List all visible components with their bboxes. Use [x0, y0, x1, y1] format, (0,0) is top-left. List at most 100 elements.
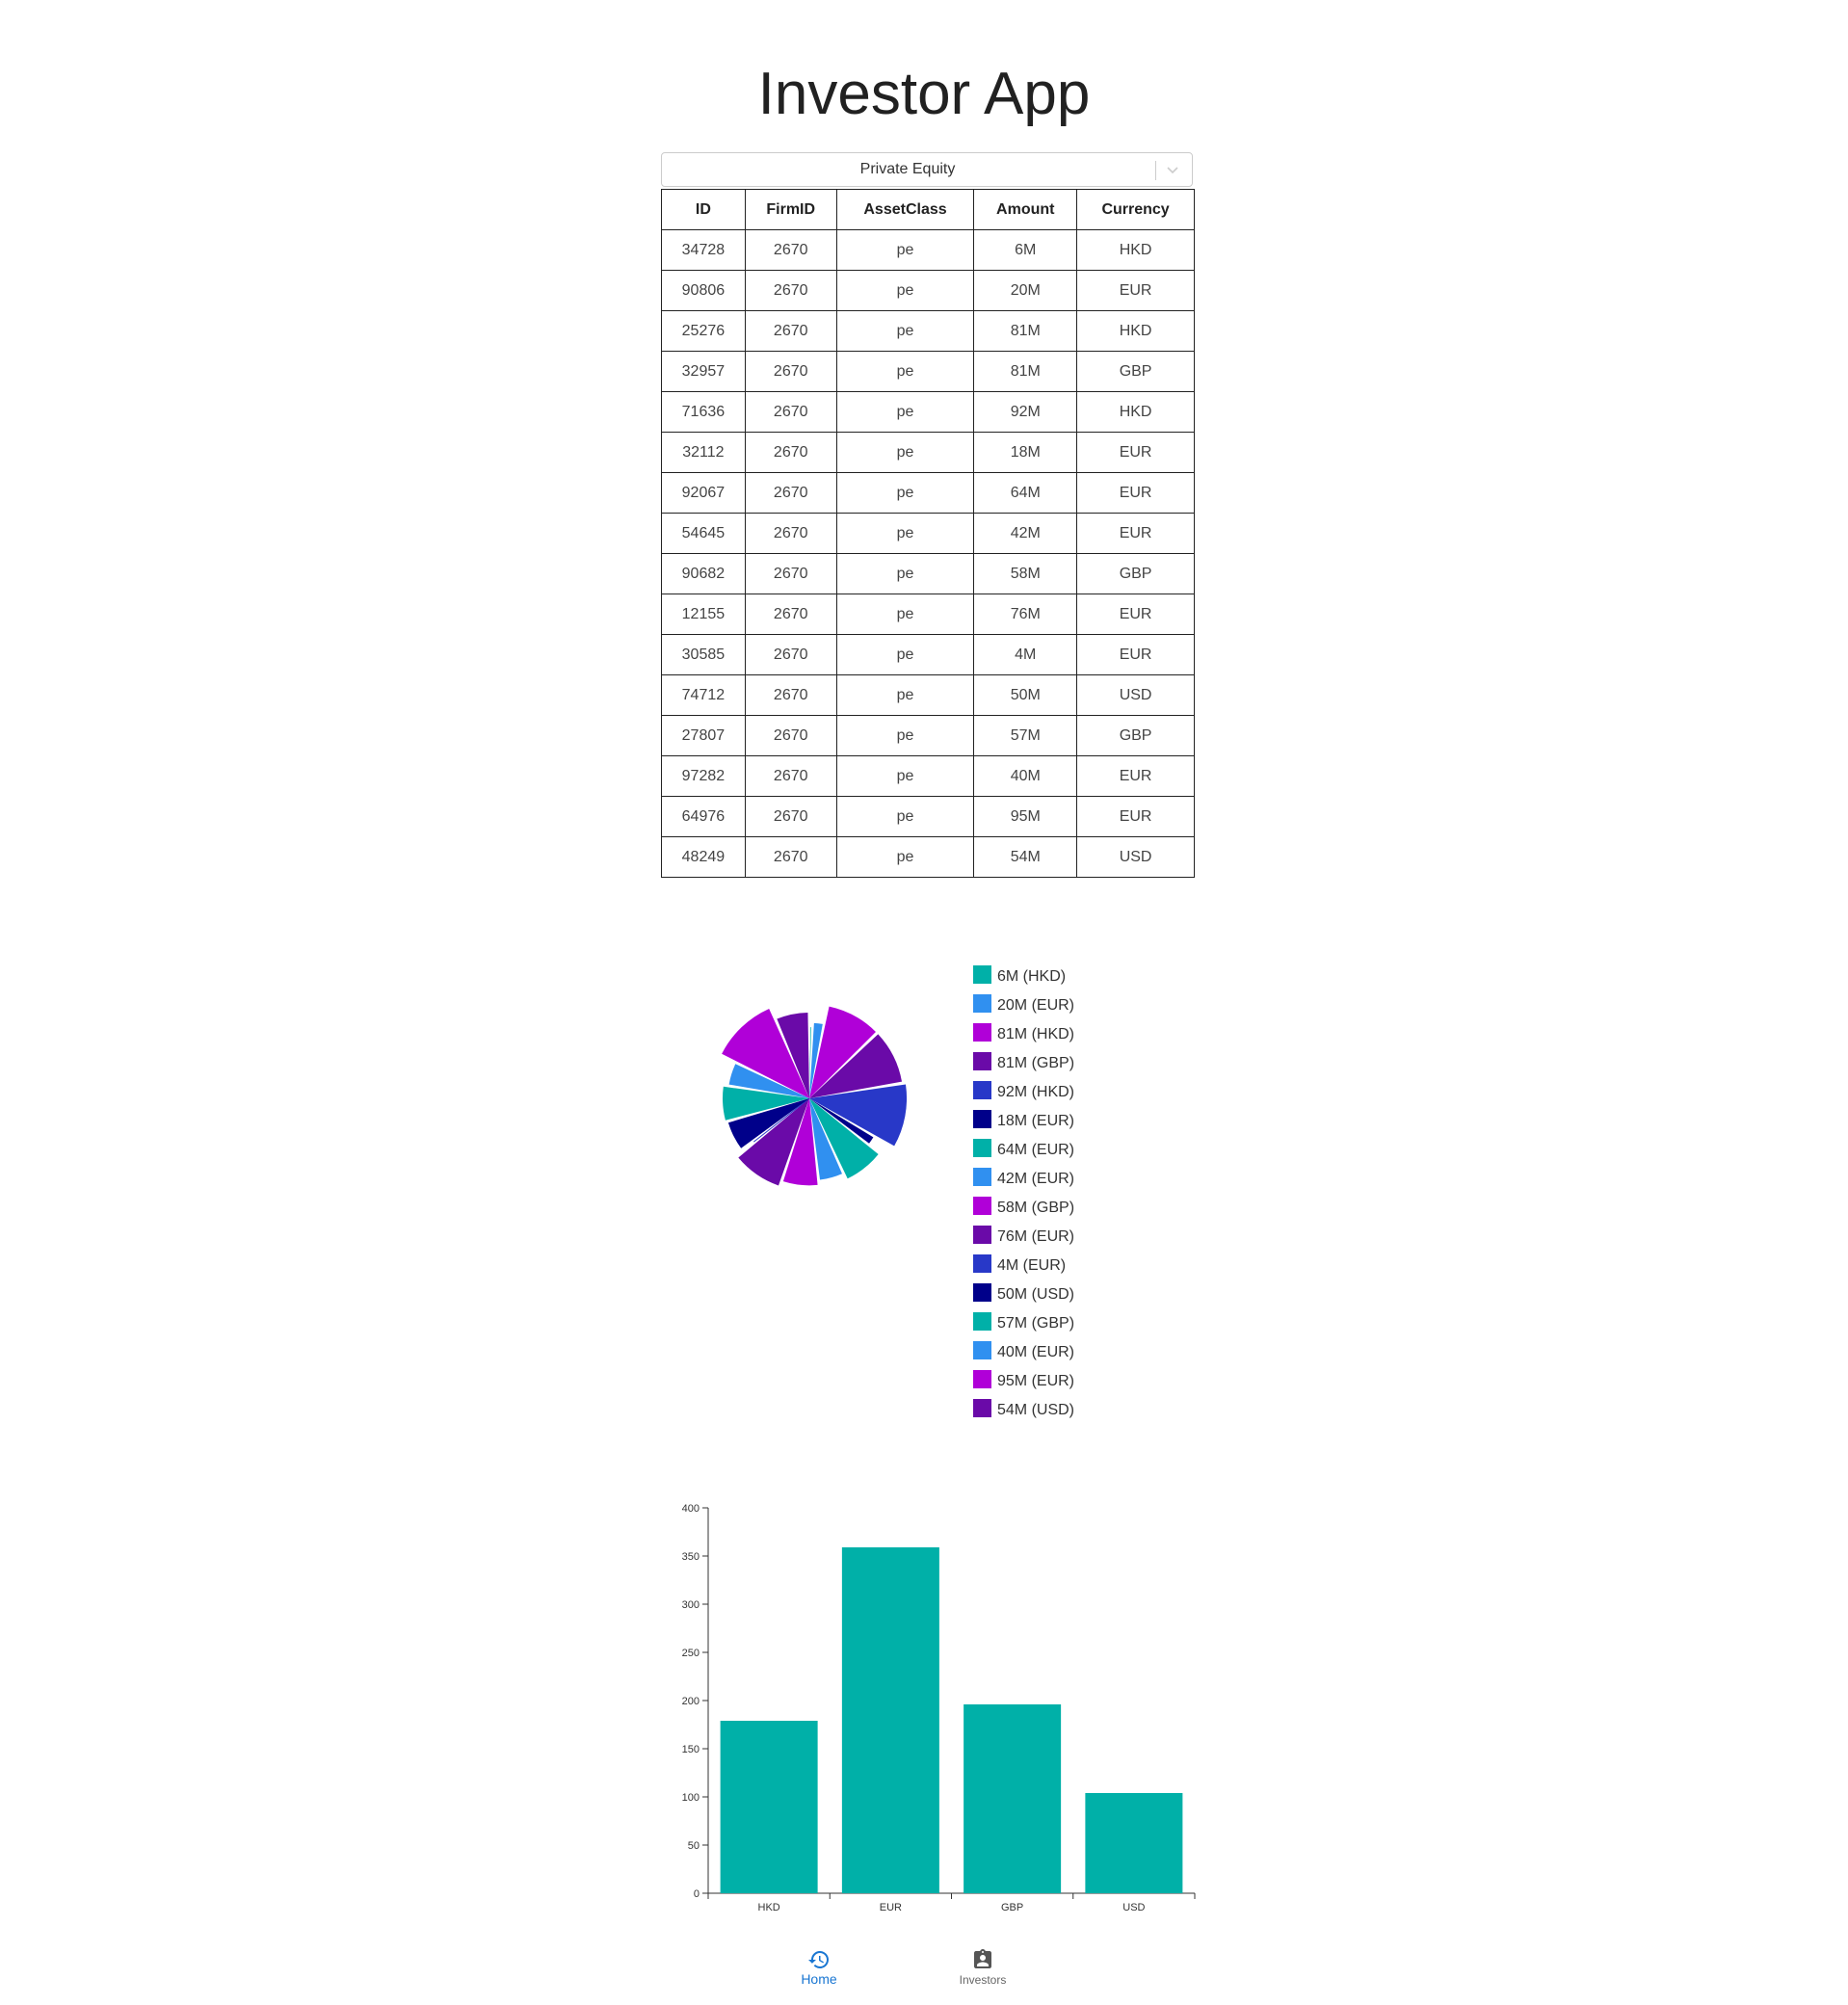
- legend-swatch: [973, 1341, 991, 1359]
- nav-home-label: Home: [801, 1971, 837, 1987]
- asset-class-select[interactable]: Private Equity: [661, 152, 1193, 187]
- table-cell: 4M: [973, 634, 1078, 675]
- legend-item: 42M (EUR): [973, 1168, 1074, 1197]
- legend-label: 40M (EUR): [997, 1344, 1075, 1360]
- legend-item: 50M (USD): [973, 1283, 1074, 1312]
- legend-swatch: [973, 1254, 991, 1273]
- y-tick-label: 50: [688, 1840, 700, 1852]
- table-cell: EUR: [1076, 594, 1195, 635]
- table-cell: pe: [835, 310, 975, 352]
- bar-eur: [841, 1547, 939, 1893]
- table-cell: 2670: [744, 391, 837, 433]
- table-cell: 12155: [661, 594, 746, 635]
- y-tick-label: 400: [682, 1503, 700, 1515]
- legend-item: 95M (EUR): [973, 1370, 1074, 1399]
- table-cell: 2670: [744, 755, 837, 797]
- pie-slice: [809, 1006, 876, 1098]
- table-cell: pe: [835, 594, 975, 635]
- table-cell: pe: [835, 391, 975, 433]
- table-cell: 92M: [973, 391, 1078, 433]
- legend-item: 54M (USD): [973, 1399, 1074, 1428]
- investments-table: ID FirmID AssetClass Amount Currency 34728 26…: [661, 189, 1195, 878]
- nav-home[interactable]: Home: [761, 1948, 877, 1987]
- table-cell: GBP: [1076, 351, 1195, 392]
- nav-investors-label: Investors: [959, 1973, 1007, 1987]
- column-header: FirmID: [744, 189, 837, 230]
- legend-label: 57M (GBP): [997, 1315, 1075, 1332]
- pie-slice: [809, 1098, 874, 1144]
- table-cell: 97282: [661, 755, 746, 797]
- amount-pie-chart: [722, 1006, 908, 1186]
- table-cell: 18M: [973, 432, 1078, 473]
- legend-item: 81M (GBP): [973, 1052, 1074, 1081]
- pie-slice: [809, 1098, 842, 1180]
- chevron-down-icon[interactable]: [1161, 157, 1184, 182]
- table-cell: 2670: [744, 674, 837, 716]
- legend-label: 81M (HKD): [997, 1026, 1075, 1042]
- table-cell: 2670: [744, 513, 837, 554]
- table-cell: EUR: [1076, 796, 1195, 837]
- table-cell: 58M: [973, 553, 1078, 594]
- table-row: 74712 2670 pe 50M USD: [661, 674, 1195, 716]
- table-row: 71636 2670 pe 92M HKD: [661, 391, 1195, 433]
- legend-label: 76M (EUR): [997, 1228, 1075, 1245]
- table-cell: 2670: [744, 594, 837, 635]
- legend-label: 95M (EUR): [997, 1373, 1075, 1389]
- y-tick-label: 0: [694, 1888, 700, 1900]
- legend-item: 81M (HKD): [973, 1023, 1074, 1052]
- table-cell: 48249: [661, 836, 746, 878]
- bar-usd: [1085, 1793, 1183, 1893]
- pie-slice: [738, 1098, 809, 1186]
- table-cell: GBP: [1076, 553, 1195, 594]
- table-cell: 20M: [973, 270, 1078, 311]
- table-cell: 2670: [744, 634, 837, 675]
- table-cell: 25276: [661, 310, 746, 352]
- table-row: 97282 2670 pe 40M EUR: [661, 755, 1195, 797]
- table-cell: 54645: [661, 513, 746, 554]
- table-cell: 2670: [744, 715, 837, 756]
- column-header: ID: [661, 189, 746, 230]
- x-tick-label: GBP: [1001, 1902, 1023, 1913]
- legend-swatch: [973, 1110, 991, 1128]
- nav-investors[interactable]: Investors: [925, 1948, 1041, 1987]
- legend-label: 92M (HKD): [997, 1084, 1075, 1100]
- legend-swatch: [973, 1312, 991, 1331]
- x-tick-label: EUR: [880, 1902, 902, 1913]
- table-cell: pe: [835, 674, 975, 716]
- pie-slice: [777, 1012, 809, 1098]
- y-tick-label: 350: [682, 1551, 700, 1563]
- table-cell: 32112: [661, 432, 746, 473]
- pie-legend: 6M (HKD) 20M (EUR) 81M (HKD) 81M (GBP) 92M (…: [973, 965, 1074, 1428]
- table-cell: 34728: [661, 229, 746, 271]
- table-cell: pe: [835, 432, 975, 473]
- table-cell: 76M: [973, 594, 1078, 635]
- bar-gbp: [964, 1704, 1062, 1893]
- pie-slice: [722, 1008, 809, 1098]
- table-row: 54645 2670 pe 42M EUR: [661, 513, 1195, 554]
- legend-swatch: [973, 1197, 991, 1215]
- table-cell: 2670: [744, 351, 837, 392]
- table-cell: pe: [835, 472, 975, 514]
- legend-item: 40M (EUR): [973, 1341, 1074, 1370]
- legend-item: 4M (EUR): [973, 1254, 1074, 1283]
- table-cell: 2670: [744, 553, 837, 594]
- pie-slice: [809, 1084, 908, 1147]
- table-cell: 2670: [744, 836, 837, 878]
- table-cell: 71636: [661, 391, 746, 433]
- table-cell: 57M: [973, 715, 1078, 756]
- table-cell: HKD: [1076, 310, 1195, 352]
- legend-swatch: [973, 1052, 991, 1070]
- legend-swatch: [973, 1023, 991, 1042]
- y-tick-label: 100: [682, 1792, 700, 1804]
- legend-swatch: [973, 965, 991, 984]
- table-cell: 2670: [744, 229, 837, 271]
- table-row: 48249 2670 pe 54M USD: [661, 836, 1195, 878]
- table-cell: 27807: [661, 715, 746, 756]
- table-cell: 6M: [973, 229, 1078, 271]
- table-cell: pe: [835, 351, 975, 392]
- x-tick-label: HKD: [758, 1902, 780, 1913]
- pie-slice: [728, 1064, 809, 1098]
- x-tick-label: USD: [1122, 1902, 1145, 1913]
- table-cell: pe: [835, 553, 975, 594]
- legend-swatch: [973, 1168, 991, 1186]
